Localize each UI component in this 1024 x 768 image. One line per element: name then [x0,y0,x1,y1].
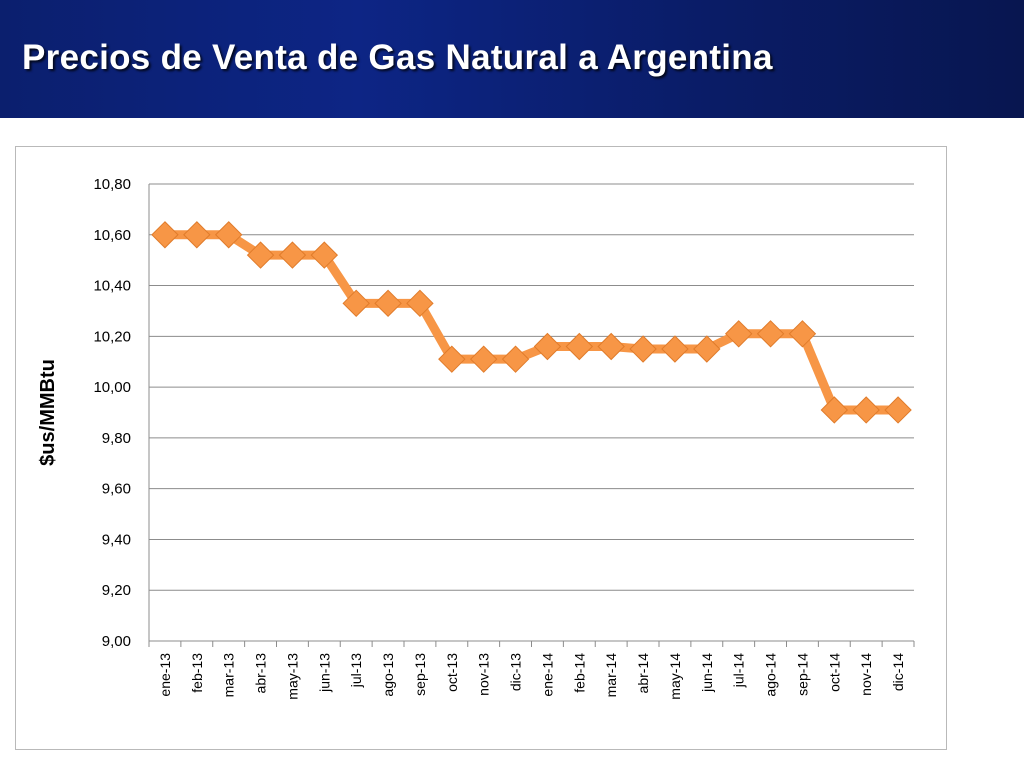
data-point-marker [884,396,912,424]
y-tick-label: 9,20 [102,582,131,599]
data-point-marker [310,241,339,269]
y-tick-label: 9,00 [102,633,131,650]
y-axis-label: $us/MMBtu [37,359,59,466]
x-tick-label: dic-13 [508,653,524,691]
y-tick-label: 10,80 [93,176,131,193]
price-series [151,221,912,424]
x-tick-label: may-13 [284,653,300,700]
x-tick-label: jul-13 [348,653,364,688]
data-point-marker [469,345,498,373]
x-tick-label: nov-14 [858,653,874,696]
data-point-marker [693,335,721,363]
x-tick-label: ago-14 [763,653,779,697]
x-tick-label: sep-14 [794,653,810,696]
x-tick-label: abr-13 [253,653,269,694]
data-point-marker [661,335,689,363]
x-tick-label: ago-13 [380,653,396,697]
data-point-marker [565,332,594,361]
x-tick-label: mar-14 [603,653,619,698]
x-tick-label: oct-14 [826,653,842,692]
data-point-marker [597,332,625,361]
x-tick-label: feb-13 [189,653,205,693]
data-point-marker [820,396,849,424]
data-point-marker [438,345,466,373]
y-tick-label: 10,00 [93,379,131,396]
data-point-marker [852,396,880,424]
x-tick-label: oct-13 [444,653,460,692]
data-point-marker [342,289,370,318]
data-point-marker [278,241,307,269]
x-tick-label: nov-13 [476,653,492,696]
x-tick-label: jul-14 [731,653,747,688]
data-point-marker [629,335,657,363]
x-tick-label: abr-14 [635,653,651,694]
data-point-marker [183,221,211,249]
y-tick-label: 9,80 [102,430,131,447]
x-tick-label: mar-13 [221,653,237,698]
y-tick-label: 10,40 [93,278,131,295]
data-point-marker [756,320,785,348]
line-chart: 9,00 9,20 9,40 9,60 9,80 10,00 10,20 10,40 10,60… [37,176,915,700]
title-bar: Precios de Venta de Gas Natural a Argent… [0,0,1024,118]
x-tick-label: ene-13 [157,653,173,697]
x-tick-label: sep-13 [412,653,428,696]
x-tick-label: jun-14 [699,653,715,693]
x-tick-label: jun-13 [316,653,332,693]
page-title: Precios de Venta de Gas Natural a Argent… [22,38,773,77]
y-tick-label: 10,20 [93,328,131,345]
x-tick-label: dic-14 [890,653,906,691]
data-point-marker [724,320,753,348]
x-tick-label: may-14 [667,653,683,700]
y-axis-ticks: 9,00 9,20 9,40 9,60 9,80 10,00 10,20 10,40 10,60… [93,176,131,650]
data-point-marker [406,289,434,318]
data-point-marker [788,320,817,348]
data-point-marker [214,221,243,249]
x-tick-label: feb-14 [571,653,587,693]
gridlines [148,183,915,647]
x-axis-ticks: ene-13 feb-13 mar-13 abr-13 may-13 jun-13 jul-… [157,653,906,700]
data-point-marker [246,241,275,269]
data-point-marker [151,221,179,249]
data-point-marker [374,289,402,318]
data-point-marker [501,345,530,373]
y-tick-label: 9,40 [102,531,131,548]
y-tick-label: 9,60 [102,481,131,498]
chart-frame: 9,00 9,20 9,40 9,60 9,80 10,00 10,20 10,40 10,60… [15,146,947,750]
series-line [160,230,903,415]
x-tick-label: ene-14 [539,653,555,697]
y-tick-label: 10,60 [93,227,131,244]
data-point-marker [533,332,562,361]
